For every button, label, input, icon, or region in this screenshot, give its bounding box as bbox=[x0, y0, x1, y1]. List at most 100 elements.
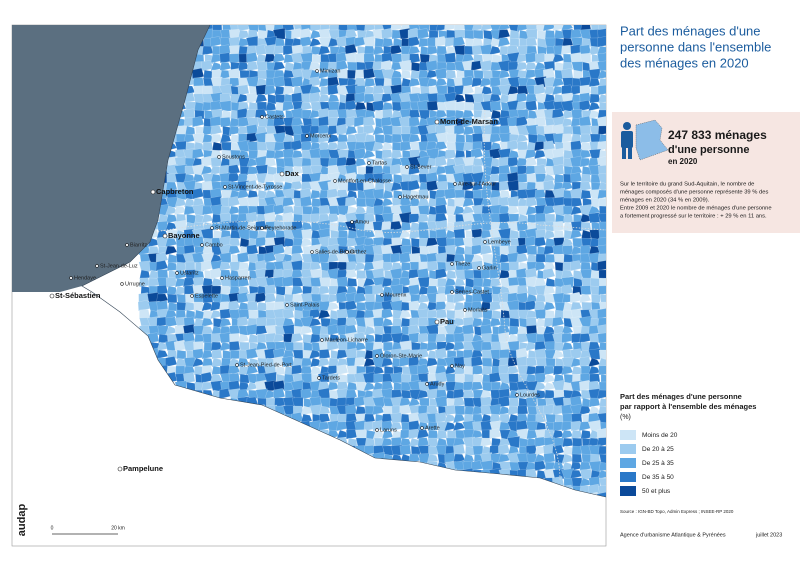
commune bbox=[229, 261, 241, 272]
commune bbox=[219, 100, 232, 112]
commune bbox=[596, 45, 606, 56]
commune bbox=[211, 349, 223, 360]
commune bbox=[237, 84, 250, 96]
commune bbox=[176, 349, 187, 360]
highlight-year: en 2020 bbox=[668, 157, 698, 166]
commune bbox=[274, 221, 286, 232]
commune bbox=[275, 229, 286, 240]
commune bbox=[311, 53, 322, 64]
commune bbox=[598, 197, 606, 208]
commune bbox=[525, 268, 538, 280]
commune bbox=[606, 334, 618, 343]
commune bbox=[238, 205, 250, 216]
highlight-line: ménages composés d'une personne représen… bbox=[620, 190, 768, 196]
commune bbox=[382, 189, 394, 200]
commune bbox=[473, 373, 484, 384]
place-label: Arudy bbox=[430, 381, 445, 387]
commune bbox=[598, 125, 606, 136]
commune bbox=[535, 253, 547, 264]
commune bbox=[608, 62, 618, 71]
place-label: Mont-de-Marsan bbox=[440, 117, 498, 126]
commune bbox=[454, 45, 466, 56]
ocean bbox=[12, 25, 210, 292]
commune bbox=[563, 125, 574, 136]
place-label: Tartas bbox=[372, 160, 387, 166]
place-label: Orthez bbox=[350, 249, 367, 255]
commune bbox=[473, 29, 484, 40]
place-dot bbox=[260, 226, 264, 230]
legend: Moins de 20 De 20 à 25 De 25 à 35 De 35 à 5… bbox=[620, 430, 678, 496]
commune bbox=[382, 173, 394, 184]
commune bbox=[598, 77, 606, 88]
commune bbox=[597, 164, 606, 176]
logo: audap bbox=[16, 504, 28, 537]
commune bbox=[401, 373, 412, 384]
commune bbox=[516, 356, 529, 368]
commune bbox=[355, 429, 367, 440]
commune bbox=[472, 37, 484, 48]
place-dot bbox=[420, 426, 424, 430]
commune bbox=[606, 86, 618, 95]
place-label: Biarritz bbox=[130, 242, 147, 248]
commune bbox=[607, 421, 618, 431]
commune bbox=[221, 141, 232, 152]
place-label: Urrugne bbox=[125, 281, 145, 287]
commune bbox=[571, 197, 583, 208]
commune bbox=[489, 100, 502, 112]
commune bbox=[472, 157, 484, 168]
commune bbox=[445, 149, 457, 160]
commune bbox=[472, 445, 484, 456]
place-dot bbox=[483, 240, 487, 244]
commune bbox=[543, 452, 556, 464]
commune bbox=[462, 85, 475, 96]
commune bbox=[526, 397, 538, 408]
commune bbox=[391, 133, 403, 144]
commune bbox=[364, 25, 376, 32]
place-label: Bayonne bbox=[168, 231, 200, 240]
commune bbox=[608, 278, 618, 288]
commune bbox=[229, 53, 241, 64]
scale-label: 20 km bbox=[111, 525, 125, 531]
commune bbox=[408, 133, 421, 144]
commune bbox=[428, 277, 439, 288]
commune bbox=[463, 101, 475, 112]
commune bbox=[480, 188, 493, 200]
commune bbox=[167, 293, 178, 304]
commune bbox=[579, 124, 592, 136]
commune bbox=[491, 125, 502, 136]
commune bbox=[545, 29, 556, 40]
commune bbox=[183, 340, 196, 352]
commune bbox=[608, 310, 618, 319]
commune bbox=[596, 115, 606, 128]
commune bbox=[257, 141, 268, 152]
commune bbox=[544, 213, 556, 224]
commune bbox=[399, 60, 412, 72]
commune bbox=[338, 25, 349, 32]
commune bbox=[599, 101, 606, 112]
commune bbox=[507, 196, 520, 208]
commune bbox=[571, 109, 583, 120]
commune bbox=[267, 93, 277, 104]
commune bbox=[303, 341, 313, 352]
place-label: Garlin bbox=[482, 265, 497, 271]
place-dot bbox=[162, 233, 168, 239]
place-label: Aire-sur-l'Adour bbox=[458, 181, 496, 187]
commune bbox=[607, 445, 618, 455]
place-dot bbox=[285, 303, 289, 307]
legend-label: 50 et plus bbox=[642, 488, 671, 495]
commune bbox=[362, 372, 376, 384]
commune bbox=[246, 244, 259, 256]
commune bbox=[508, 373, 520, 384]
commune bbox=[245, 347, 259, 360]
commune bbox=[300, 276, 313, 288]
commune bbox=[454, 373, 466, 384]
commune bbox=[470, 171, 484, 184]
commune bbox=[608, 78, 618, 87]
commune bbox=[526, 37, 538, 48]
place-label: Laruns bbox=[380, 427, 397, 433]
place-label: Hasparren bbox=[225, 275, 251, 281]
legend-swatch bbox=[620, 430, 636, 440]
commune bbox=[507, 180, 520, 192]
commune bbox=[563, 213, 574, 224]
commune bbox=[607, 302, 618, 311]
